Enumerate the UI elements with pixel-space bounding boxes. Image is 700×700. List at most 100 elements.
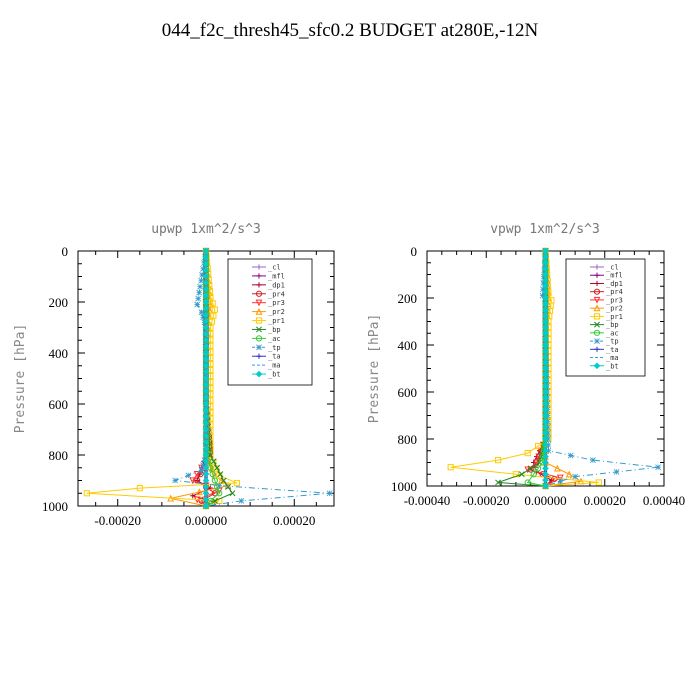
data-point	[202, 317, 210, 325]
data-point	[136, 485, 143, 492]
data-point	[527, 465, 534, 472]
data-point	[202, 298, 210, 306]
legend-label: _pr2	[268, 308, 285, 316]
data-point	[210, 458, 217, 465]
x-tick-label: 0.00020	[584, 493, 626, 508]
data-point	[185, 472, 192, 479]
data-point	[202, 407, 210, 414]
data-point	[211, 477, 218, 484]
data-point	[193, 471, 201, 478]
data-point	[202, 426, 210, 433]
data-point	[225, 483, 232, 490]
legend-label: _mfl	[606, 272, 623, 280]
data-point	[202, 279, 210, 287]
data-point	[211, 306, 218, 313]
legend: _cl_mfl_dp1_pr4_pr3_pr2_pr1_bp_ac_tp_ta_…	[227, 258, 313, 386]
data-point	[216, 490, 223, 497]
data-point	[202, 375, 210, 382]
legend-label: _ma	[268, 362, 281, 370]
y-tick-label: 600	[49, 397, 69, 412]
data-point	[202, 464, 210, 472]
data-point	[542, 465, 549, 472]
data-point	[202, 483, 210, 491]
data-point	[198, 309, 205, 316]
legend-entry: _mfl	[252, 272, 285, 280]
legend-entry: _cl	[252, 264, 281, 272]
x-tick-label: 0.00000	[185, 513, 227, 528]
legend-label: _ta	[606, 346, 619, 354]
legend-label: _pr1	[606, 313, 623, 321]
legend-marker	[593, 362, 601, 370]
data-point	[202, 305, 210, 312]
data-point	[233, 479, 240, 487]
chart-panel-upwp: upwp 1xm^2/s^3 Pressure [hPa] 0 200 400 600 80…	[13, 222, 335, 528]
legend-label: _ma	[606, 354, 619, 362]
panel-title: vpwp 1xm^2/s^3	[490, 222, 600, 237]
y-tick-label: 0	[411, 244, 418, 259]
legend-marker	[255, 307, 263, 315]
data-point	[202, 266, 210, 274]
data-point	[208, 318, 215, 325]
legend-marker	[594, 346, 600, 352]
data-point	[518, 471, 525, 478]
legend-label: _bp	[268, 326, 281, 334]
data-point	[199, 271, 205, 278]
data-point	[202, 496, 210, 503]
data-point	[172, 477, 178, 484]
chart-panel-vpwp: vpwp 1xm^2/s^3 Pressure [hPa] 0 200 400 600 80…	[367, 222, 685, 508]
data-point	[533, 459, 541, 467]
data-point	[196, 289, 203, 296]
data-point	[590, 457, 596, 464]
data-point	[202, 413, 210, 421]
legend-label: _dp1	[268, 281, 285, 289]
legend-marker	[594, 338, 600, 344]
data-point	[214, 464, 220, 471]
data-point	[202, 273, 210, 280]
data-point	[202, 311, 210, 319]
data-point	[495, 457, 502, 464]
data-point	[553, 464, 561, 472]
data-point	[565, 470, 573, 478]
legend-entry: _bp	[590, 321, 619, 329]
legend-entry: _tp	[590, 338, 619, 346]
data-point	[209, 471, 216, 478]
legend-label: _pr1	[268, 317, 285, 325]
data-point	[512, 471, 519, 478]
data-point	[195, 295, 202, 302]
legend-marker	[593, 329, 601, 336]
y-axis-label: Pressure [hPa]	[13, 324, 28, 434]
legend-entry: _mfl	[590, 272, 623, 280]
legend-label: _pr2	[606, 305, 623, 313]
x-tick-label: -0.00020	[94, 513, 141, 528]
data-point	[556, 474, 564, 482]
legend-entry: _pr4	[590, 288, 623, 296]
legend-entry: _dp1	[252, 281, 285, 289]
legend-label: _pr3	[268, 299, 285, 307]
legend-entry: _pr2	[590, 304, 623, 313]
x-tick-label: -0.00040	[404, 493, 451, 508]
data-point	[540, 286, 546, 293]
y-axis-label: Pressure [hPa]	[367, 314, 382, 424]
legend-entry: _ma	[252, 362, 281, 370]
data-point	[202, 292, 210, 299]
legend-entry: _ac	[590, 329, 619, 337]
data-point	[189, 477, 197, 485]
legend: _cl_mfl_dp1_pr4_pr3_pr2_pr1_bp_ac_tp_ta_…	[565, 258, 646, 377]
data-point	[202, 489, 210, 497]
legend-label: _pr4	[606, 288, 623, 296]
legend-marker	[255, 317, 263, 324]
y-tick-label: 600	[398, 385, 418, 400]
legend-label: _dp1	[606, 280, 623, 288]
legend-entry: _pr3	[590, 296, 623, 304]
legend-marker	[594, 321, 600, 328]
x-tick-label: 0.00040	[643, 493, 685, 508]
legend-label: _ac	[606, 329, 619, 337]
legend-label: _cl	[606, 264, 619, 272]
data-point	[238, 498, 245, 504]
y-tick-label: 200	[49, 295, 69, 310]
data-point	[202, 458, 210, 465]
x-tick-label: -0.00020	[463, 493, 510, 508]
data-point	[202, 400, 210, 408]
legend-box	[227, 258, 313, 386]
